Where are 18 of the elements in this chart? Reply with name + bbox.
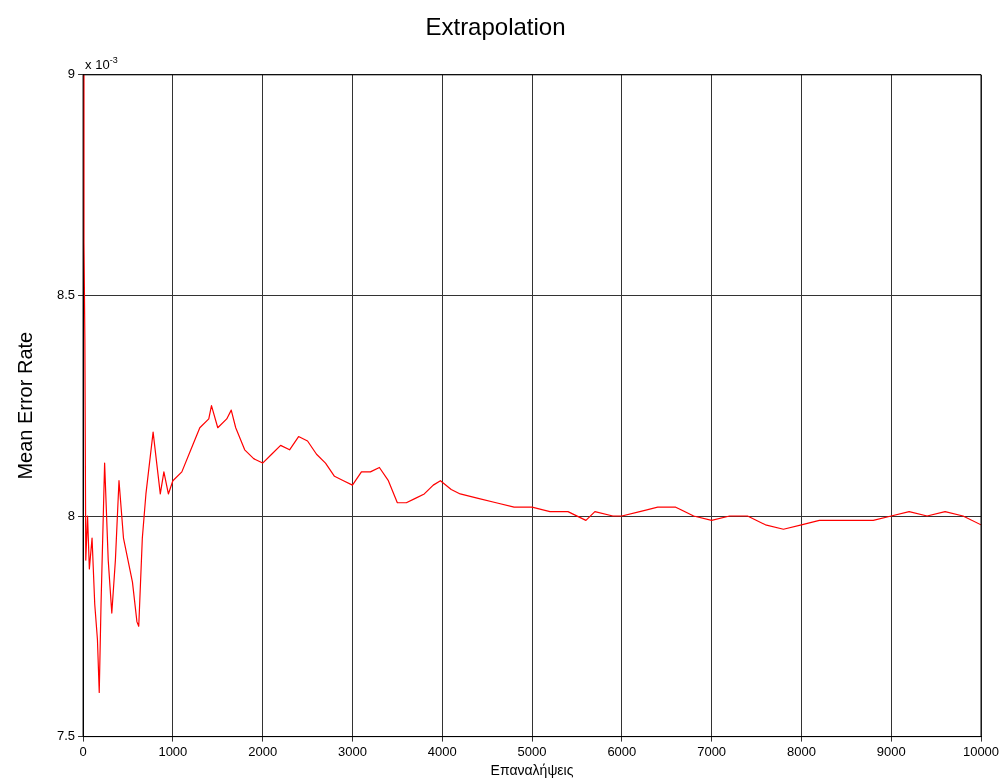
x-tick-label: 8000 — [786, 743, 816, 759]
x-tick-label: 10000 — [962, 743, 1000, 759]
y-axis-title: Mean Error Rate — [13, 331, 36, 480]
y-tick-label: 8.5 — [56, 286, 76, 302]
y-tick-label: 7.5 — [56, 728, 76, 744]
x-tick-label: 5000 — [517, 743, 547, 759]
y-tick-label: 8 — [67, 507, 76, 523]
x-tick-label: 9000 — [876, 743, 906, 759]
x-tick-label: 2000 — [248, 743, 278, 759]
x-tick-label: 0 — [79, 743, 87, 759]
x-tick-label: 4000 — [427, 743, 457, 759]
y-tick-label: 9 — [67, 66, 76, 82]
x-axis-title: Επαναλήψεις — [490, 762, 574, 779]
x-tick-label: 3000 — [337, 743, 367, 759]
x-tick-label: 7000 — [697, 743, 727, 759]
x-tick-label: 6000 — [607, 743, 637, 759]
chart-title: Extrapolation — [425, 13, 566, 41]
x-tick-label: 1000 — [158, 743, 188, 759]
